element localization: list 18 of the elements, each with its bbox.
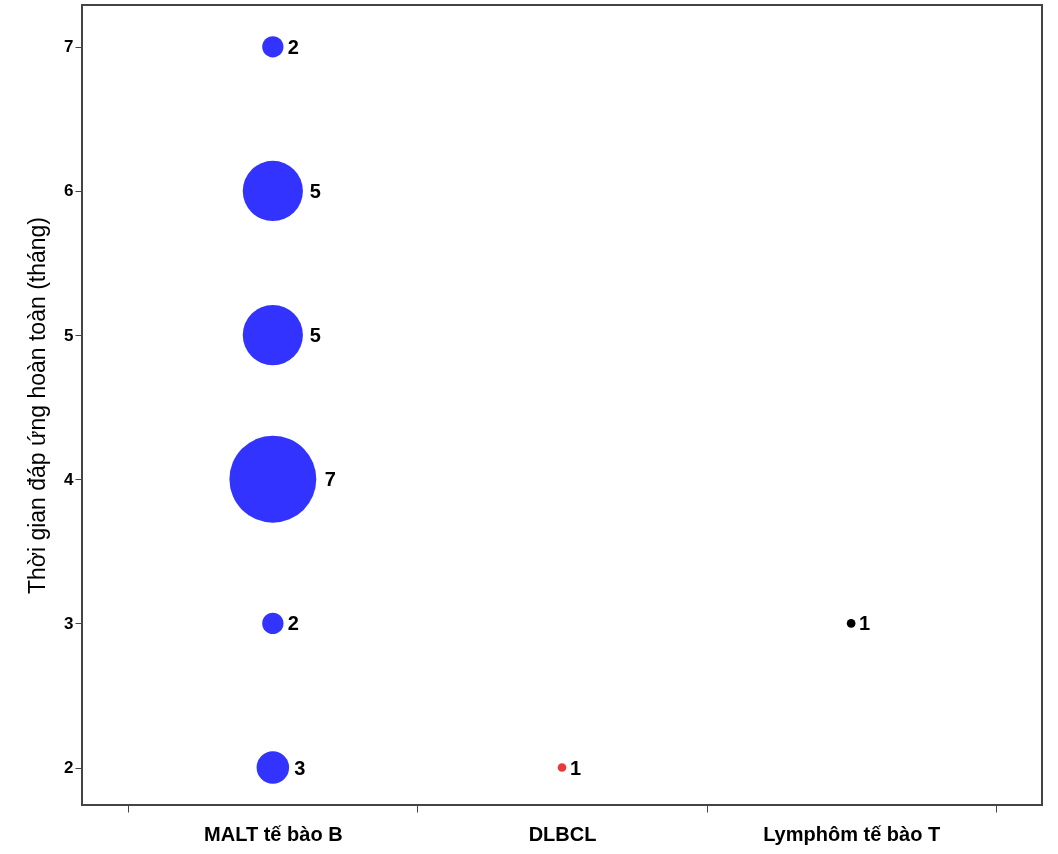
annotation: 5: [309, 324, 321, 347]
annotation: 2: [287, 35, 299, 58]
x-tick-label: MALT tế bào B: [204, 822, 343, 845]
x-tick-label: DLBCL: [528, 822, 597, 845]
y-tick-label: 2: [64, 758, 74, 778]
y-axis-title: Thời gian đáp ứng hoàn toàn (tháng): [24, 216, 51, 595]
y-tick-label: 3: [64, 613, 74, 633]
y-tick-label: 6: [64, 181, 74, 201]
y-tick-label: 7: [64, 37, 74, 57]
y-tick-label: 5: [64, 325, 74, 345]
annotation: 5: [309, 179, 321, 202]
annotation: 3: [294, 756, 306, 779]
y-tick-label: 4: [64, 469, 75, 489]
x-tick-label: Lymphôm tế bào T: [763, 822, 941, 845]
annotation: 1: [859, 612, 871, 635]
annotation: 7: [324, 468, 336, 491]
annotation: 1: [569, 756, 582, 779]
annotation: 2: [287, 612, 299, 635]
